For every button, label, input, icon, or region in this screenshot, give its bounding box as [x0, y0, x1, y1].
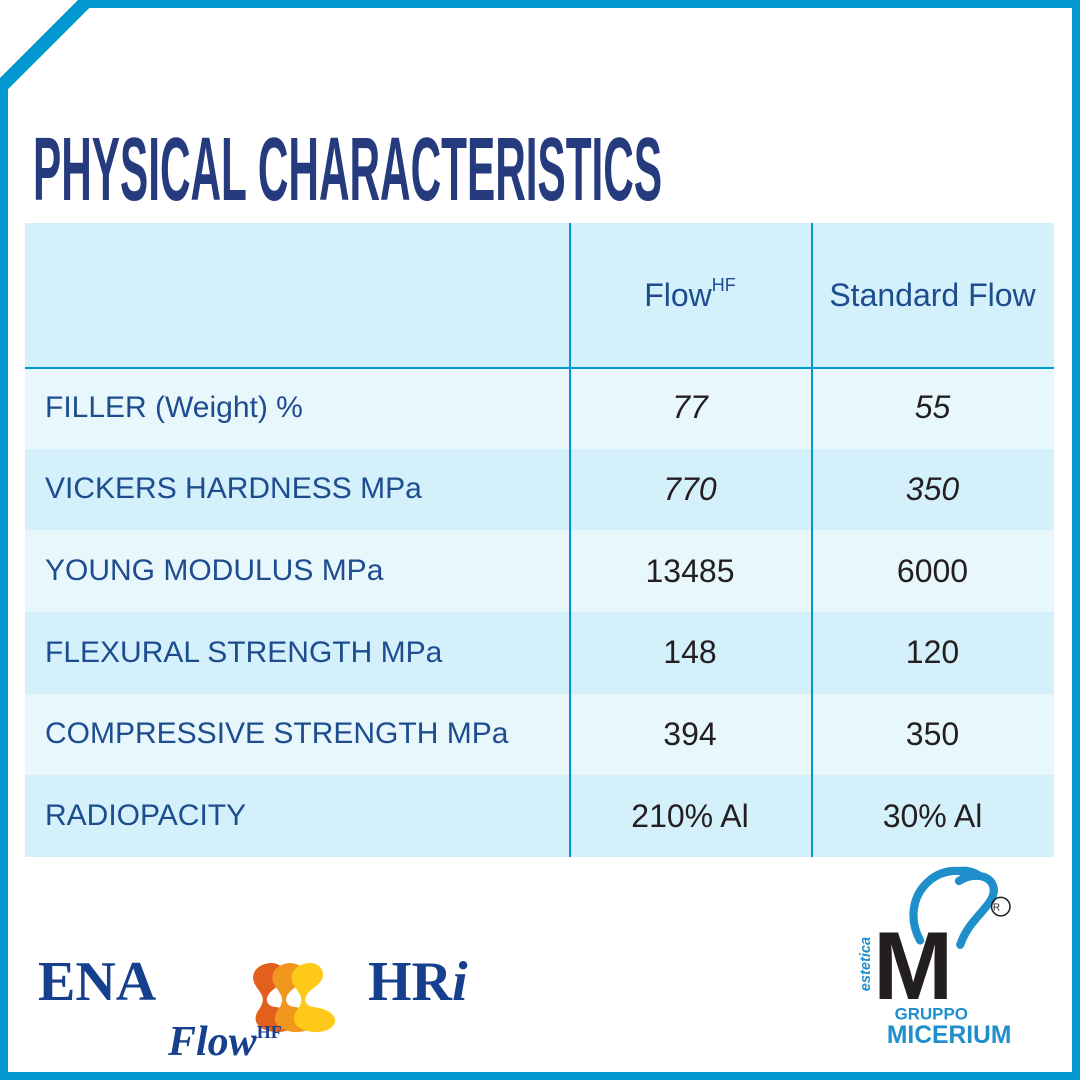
- svg-text:M: M: [873, 913, 953, 1020]
- svg-text:MICERIUM: MICERIUM: [887, 1022, 1011, 1049]
- svg-text:R: R: [993, 902, 1000, 913]
- svg-text:GRUPPO: GRUPPO: [895, 1005, 968, 1024]
- svg-text:estetica: estetica: [858, 937, 874, 991]
